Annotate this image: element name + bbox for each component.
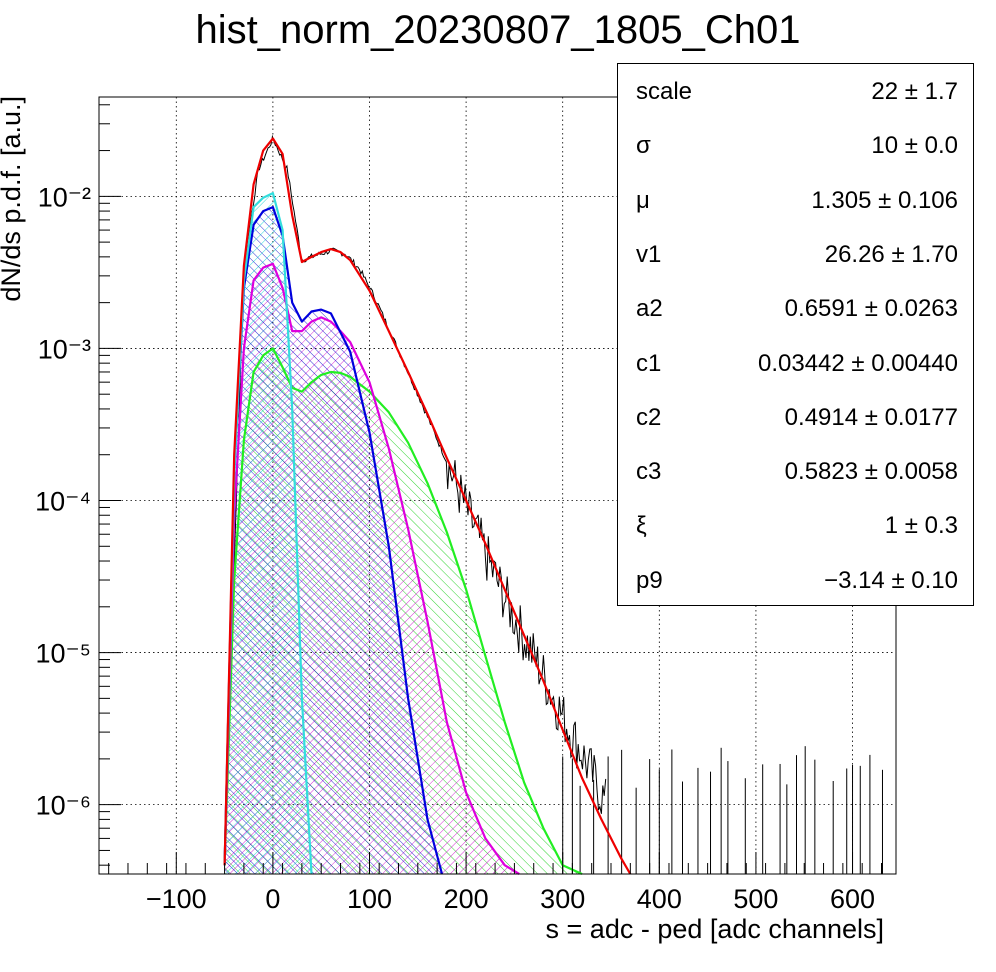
x-tick-label: 100 bbox=[347, 884, 392, 914]
stat-value: 0.03442 ± 0.00440 bbox=[757, 349, 958, 377]
stat-name: c3 bbox=[636, 458, 662, 486]
x-tick-label: 600 bbox=[830, 884, 875, 914]
x-tick-label: −100 bbox=[146, 884, 207, 914]
series-curve-1 bbox=[223, 137, 632, 875]
stat-name: scale bbox=[636, 78, 693, 105]
fit-stats-box: scale 22 ± 1.7 σ 10 ± 0.0 μ 1.305 ± 0.106 v1 26… bbox=[617, 63, 974, 606]
stat-row: c3 0.5823 ± 0.0058 bbox=[618, 444, 975, 498]
stat-name: ξ bbox=[636, 512, 647, 540]
stat-row: μ 1.305 ± 0.106 bbox=[618, 173, 975, 227]
stat-value: 0.4914 ± 0.0177 bbox=[784, 403, 958, 431]
stat-name: μ bbox=[636, 186, 650, 214]
stat-row: ξ 1 ± 0.3 bbox=[618, 498, 975, 552]
series-curve-5 bbox=[223, 347, 583, 876]
stat-name: σ bbox=[636, 132, 651, 160]
y-axis-label: dN/ds p.d.f. [a.u.] bbox=[0, 96, 26, 302]
series-curve-4 bbox=[223, 262, 520, 875]
stat-row: v1 26.26 ± 1.70 bbox=[618, 227, 975, 281]
tick-labels: −100 0 100 200 300 400 500 600 10⁻⁶ 10⁻⁵ 10⁻⁴ 10⁻³ 1… bbox=[35, 182, 875, 914]
axis-ticks bbox=[99, 104, 883, 874]
y-tick-label: 10⁻⁴ bbox=[35, 487, 91, 517]
x-tick-label: 400 bbox=[637, 884, 682, 914]
stat-value: 10 ± 0.0 bbox=[871, 132, 958, 160]
stat-name: c1 bbox=[636, 349, 662, 377]
y-tick-label: 10⁻⁶ bbox=[36, 791, 91, 821]
stat-row: a2 0.6591 ± 0.0263 bbox=[618, 281, 975, 335]
stat-value: 1 ± 0.3 bbox=[884, 512, 958, 540]
hatched-fills bbox=[224, 193, 582, 875]
series-curve-3 bbox=[223, 206, 444, 875]
x-tick-label: 300 bbox=[540, 884, 585, 914]
y-tick-label: 10⁻⁵ bbox=[36, 639, 91, 669]
y-tick-label: 10⁻² bbox=[38, 182, 91, 212]
stat-value: 0.6591 ± 0.0263 bbox=[784, 295, 958, 323]
series-fill-2 bbox=[224, 193, 312, 875]
chart-title: hist_norm_20230807_1805_Ch01 bbox=[195, 8, 801, 52]
stat-row: p9 −3.14 ± 0.10 bbox=[618, 553, 975, 607]
series-lines bbox=[223, 134, 883, 876]
stat-row: scale 22 ± 1.7 bbox=[618, 64, 975, 118]
stat-name: c2 bbox=[636, 403, 662, 431]
x-tick-label: 0 bbox=[265, 884, 280, 914]
x-tick-label: 500 bbox=[733, 884, 778, 914]
stat-value: 26.26 ± 1.70 bbox=[824, 240, 958, 268]
stat-value: 22 ± 1.7 bbox=[871, 78, 958, 105]
stat-name: v1 bbox=[636, 240, 662, 268]
stat-row: c1 0.03442 ± 0.00440 bbox=[618, 336, 975, 390]
y-tick-label: 10⁻³ bbox=[38, 334, 91, 364]
stat-name: a2 bbox=[636, 295, 663, 323]
x-tick-label: 200 bbox=[444, 884, 489, 914]
stat-value: 0.5823 ± 0.0058 bbox=[784, 458, 958, 486]
stat-row: σ 10 ± 0.0 bbox=[618, 118, 975, 172]
stat-row: c2 0.4914 ± 0.0177 bbox=[618, 390, 975, 444]
stat-value: 1.305 ± 0.106 bbox=[811, 186, 958, 214]
stat-value: −3.14 ± 0.10 bbox=[824, 566, 958, 594]
x-axis-label: s = adc - ped [adc channels] bbox=[546, 914, 884, 944]
stat-name: p9 bbox=[636, 566, 663, 594]
